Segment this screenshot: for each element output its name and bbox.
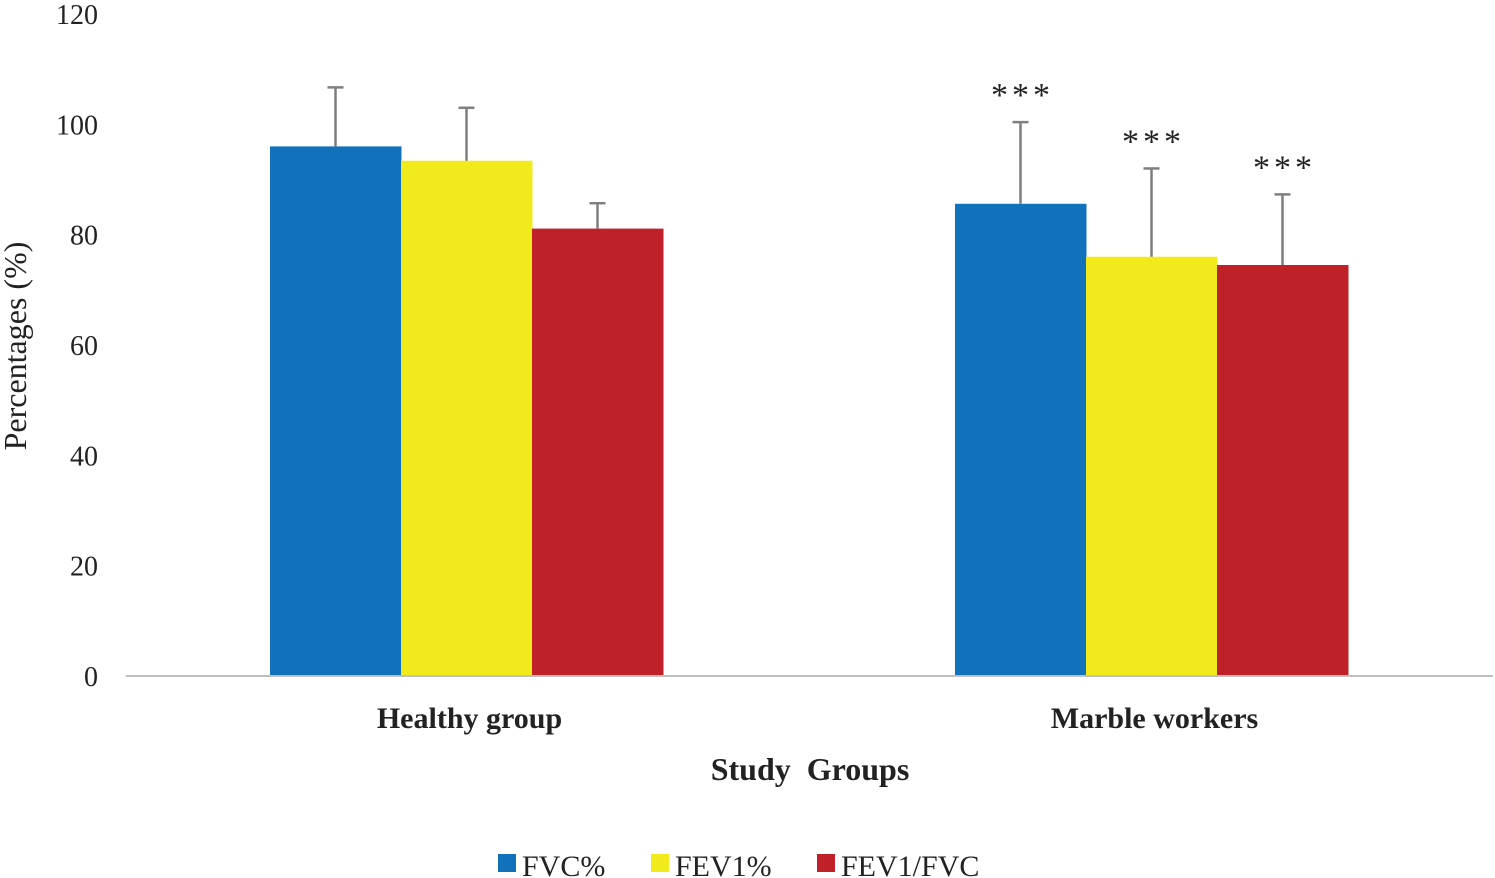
y-tick-label: 20 — [70, 552, 98, 583]
y-tick-label: 40 — [70, 441, 98, 472]
bars — [270, 146, 1349, 677]
significance-annotation: *** — [1253, 149, 1316, 186]
x-category-label: Marble workers — [1051, 702, 1258, 735]
x-category-label: Healthy group — [377, 702, 562, 735]
bar — [401, 160, 533, 676]
legend-label: FEV1% — [675, 850, 772, 878]
x-axis-title: Study Groups — [711, 751, 910, 787]
y-tick-label: 80 — [70, 221, 98, 252]
significance-annotation: *** — [991, 77, 1054, 114]
legend-swatch — [651, 854, 669, 872]
error-bars — [327, 86, 1291, 266]
legend: FVC% FEV1% FEV1/FVC — [498, 850, 979, 878]
y-tick-label: 100 — [56, 110, 98, 141]
significance-annotations: *** *** *** — [991, 77, 1316, 186]
legend-label: FEV1/FVC — [841, 850, 979, 878]
legend-swatch — [817, 854, 835, 872]
bar — [532, 228, 664, 676]
bar — [955, 203, 1087, 677]
y-tick-label: 120 — [56, 0, 98, 31]
bar — [1217, 265, 1349, 676]
y-tick-label: 0 — [84, 662, 98, 693]
bar — [270, 146, 402, 676]
legend-label: FVC% — [522, 850, 605, 878]
legend-swatch — [498, 854, 516, 872]
y-axis-title: Percentages (%) — [0, 242, 33, 451]
bar — [1086, 256, 1218, 676]
x-axis-categories: Healthy group Marble workers — [377, 702, 1258, 735]
y-tick-label: 60 — [70, 331, 98, 362]
significance-annotation: *** — [1122, 123, 1185, 160]
y-axis-ticks: 0 20 40 60 80 100 120 — [56, 0, 98, 693]
